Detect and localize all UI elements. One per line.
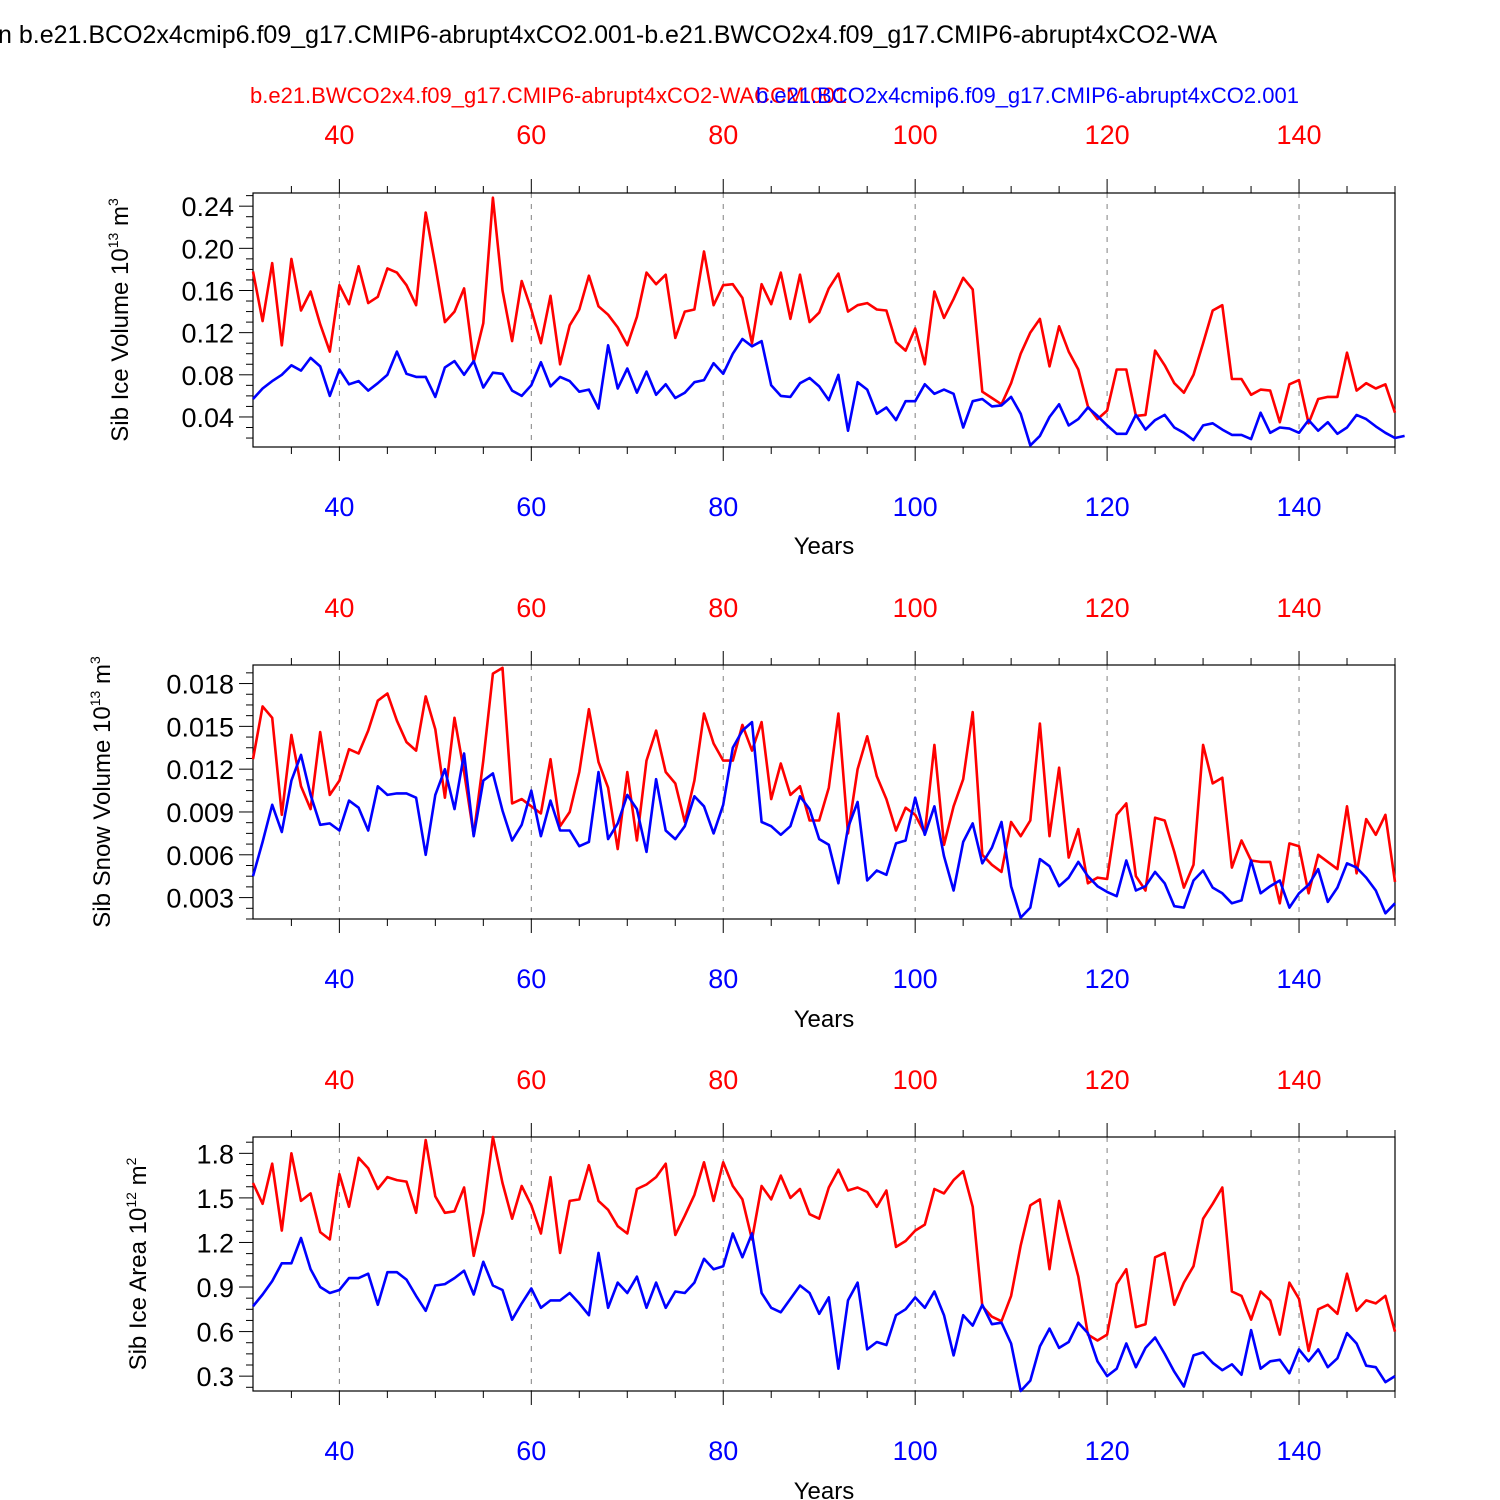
- x-tick-label-top: 120: [1085, 1065, 1130, 1095]
- x-tick-label-bottom: 140: [1277, 964, 1322, 994]
- x-tick-label-bottom: 140: [1277, 1436, 1322, 1466]
- figure-title: n b.e21.BCO2x4cmip6.f09_g17.CMIP6-abrupt…: [0, 21, 1217, 49]
- x-axis-label: Years: [794, 1478, 855, 1500]
- x-tick-label-top: 60: [516, 593, 546, 623]
- chart-panel-3: 40 40 60 60 80 80 100 100 120 120 140 140 0.3 0.6 0.9 1…: [123, 1065, 1397, 1500]
- x-tick-label-bottom: 60: [516, 1436, 546, 1466]
- panels: 40 40 60 60 80 80 100 100 120 120 140 140 0.04 0.08 0.…: [87, 120, 1405, 1500]
- y-axis-label: Sib Ice Area 1012 m2: [123, 1157, 152, 1370]
- y-tick-label: 0.12: [181, 319, 234, 349]
- series-line-red: [251, 666, 1397, 905]
- x-tick-label-bottom: 100: [893, 964, 938, 994]
- y-axis-label: Sib Ice Volume 1013 m3: [105, 198, 134, 442]
- plot-frame: [252, 664, 1396, 920]
- legend-blue-case: b.e21.BCO2x4cmip6.f09_g17.CMIP6-abrupt4x…: [756, 83, 1299, 108]
- x-tick-label-top: 60: [516, 120, 546, 150]
- x-tick-label-top: 100: [893, 1065, 938, 1095]
- x-tick-label-bottom: 80: [708, 1436, 738, 1466]
- y-tick-label: 0.015: [166, 712, 234, 742]
- plot-frame: [252, 1136, 1396, 1392]
- y-tick-label: 0.9: [196, 1273, 234, 1303]
- series-line-red: [251, 196, 1397, 425]
- x-tick-label-bottom: 60: [516, 964, 546, 994]
- y-tick-label: 0.006: [166, 841, 234, 871]
- series-line-blue: [251, 720, 1396, 919]
- chart-panel-2: 40 40 60 60 80 80 100 100 120 120 140 140 0.003 0.006…: [87, 593, 1397, 1033]
- x-tick-label-top: 140: [1277, 1065, 1322, 1095]
- y-tick-label: 0.24: [181, 192, 234, 222]
- y-tick-label: 0.16: [181, 276, 234, 306]
- y-tick-label: 0.04: [181, 403, 234, 433]
- x-tick-label-top: 80: [708, 120, 738, 150]
- x-tick-label-bottom: 80: [708, 964, 738, 994]
- x-tick-label-top: 40: [324, 120, 354, 150]
- y-tick-label: 1.8: [196, 1139, 234, 1169]
- x-tick-label-top: 120: [1085, 593, 1130, 623]
- plot-frame: [252, 192, 1396, 448]
- y-tick-label: 1.2: [196, 1228, 234, 1258]
- x-tick-label-top: 120: [1085, 120, 1130, 150]
- x-tick-label-bottom: 80: [708, 492, 738, 522]
- x-tick-label-bottom: 120: [1085, 492, 1130, 522]
- x-tick-label-bottom: 100: [893, 1436, 938, 1466]
- y-axis-label: Sib Snow Volume 1013 m3: [87, 656, 116, 928]
- x-tick-label-top: 80: [708, 593, 738, 623]
- y-tick-label: 0.018: [166, 670, 234, 700]
- y-tick-label: 0.009: [166, 798, 234, 828]
- x-tick-label-bottom: 120: [1085, 1436, 1130, 1466]
- x-tick-label-top: 140: [1277, 593, 1322, 623]
- y-tick-label: 0.012: [166, 755, 234, 785]
- series-line-blue: [251, 1232, 1396, 1393]
- x-tick-label-bottom: 100: [893, 492, 938, 522]
- x-tick-label-top: 40: [324, 1065, 354, 1095]
- x-tick-label-bottom: 120: [1085, 964, 1130, 994]
- y-tick-label: 0.003: [166, 884, 234, 914]
- x-tick-label-top: 140: [1277, 120, 1322, 150]
- x-tick-label-bottom: 60: [516, 492, 546, 522]
- x-axis-label: Years: [794, 533, 855, 560]
- y-tick-label: 0.3: [196, 1362, 234, 1392]
- x-tick-label-top: 80: [708, 1065, 738, 1095]
- y-tick-label: 1.5: [196, 1184, 234, 1214]
- x-tick-label-bottom: 140: [1277, 492, 1322, 522]
- x-tick-label-top: 100: [893, 120, 938, 150]
- x-tick-label-top: 100: [893, 593, 938, 623]
- x-axis-label: Years: [794, 1006, 855, 1033]
- x-tick-label-bottom: 40: [324, 964, 354, 994]
- y-tick-label: 0.20: [181, 234, 234, 264]
- y-tick-label: 0.08: [181, 361, 234, 391]
- x-tick-label-bottom: 40: [324, 1436, 354, 1466]
- x-tick-label-top: 40: [324, 593, 354, 623]
- chart-panel-1: 40 40 60 60 80 80 100 100 120 120 140 140 0.04 0.08 0.…: [105, 120, 1405, 560]
- y-tick-label: 0.6: [196, 1318, 234, 1348]
- x-tick-label-top: 60: [516, 1065, 546, 1095]
- series-line-blue: [252, 337, 1405, 447]
- x-tick-label-bottom: 40: [324, 492, 354, 522]
- legend-red-case: b.e21.BWCO2x4.f09_g17.CMIP6-abrupt4xCO2-…: [250, 83, 847, 108]
- series-line-red: [251, 1135, 1397, 1353]
